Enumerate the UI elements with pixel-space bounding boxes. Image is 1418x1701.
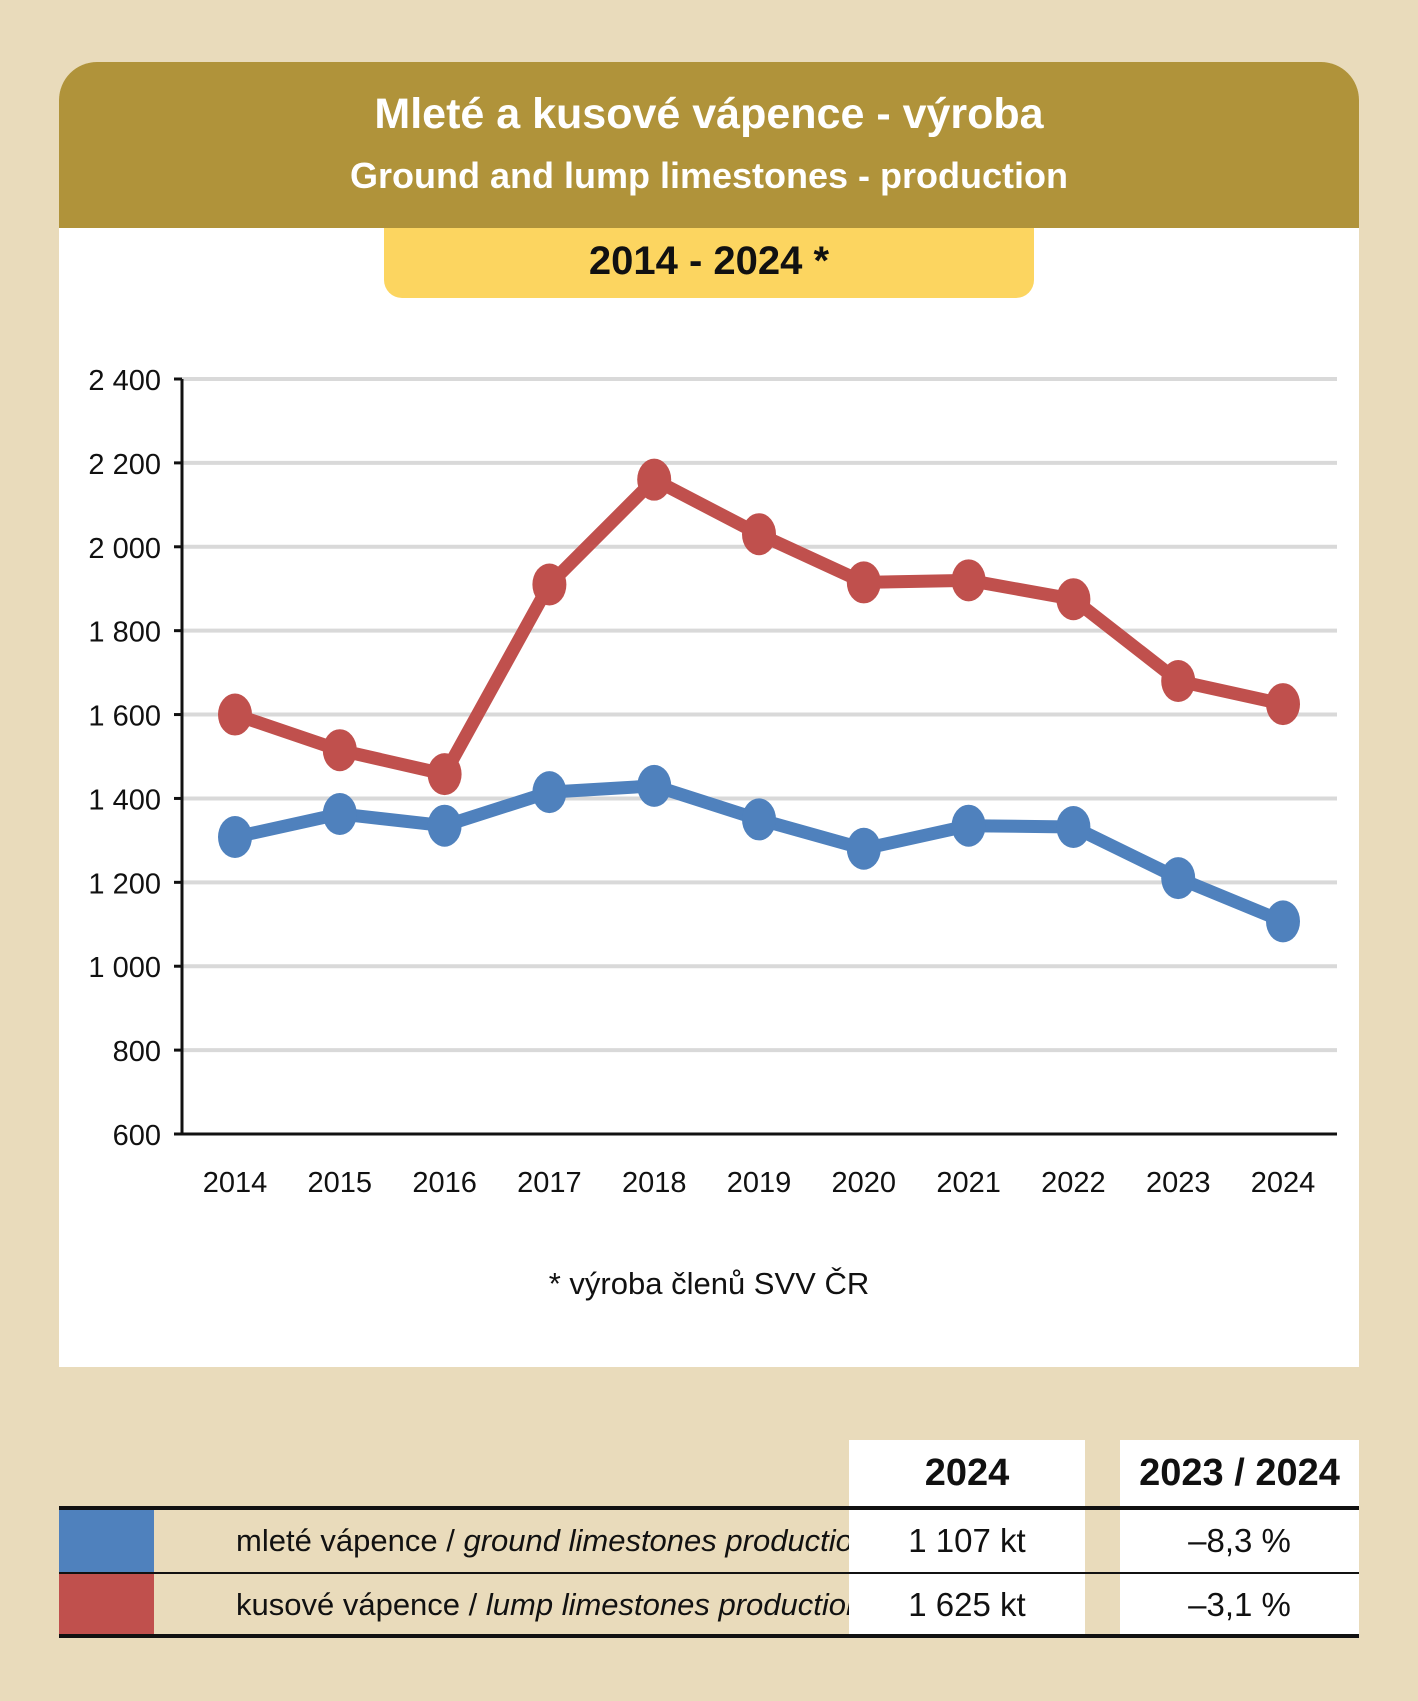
y-tick-label: 2 200 <box>88 449 161 481</box>
data-point-lump <box>951 559 986 602</box>
chart-subtitle: Ground and lump limestones - production <box>350 155 1068 196</box>
data-point-lump <box>637 458 672 501</box>
y-tick-label: 1 200 <box>88 868 161 900</box>
period-badge: 2014 - 2024 * <box>384 228 1034 298</box>
row-value-ground: 1 107 kt <box>849 1510 1085 1572</box>
table-header-change: 2023 / 2024 <box>1120 1440 1359 1506</box>
chart-header: Mleté a kusové vápence - výroba Ground a… <box>59 62 1359 228</box>
row-label-ground: mleté vápence / ground limestones produc… <box>154 1510 908 1572</box>
y-tick-label: 2 000 <box>88 533 161 565</box>
x-tick-label: 2018 <box>622 1167 687 1199</box>
x-tick-label: 2016 <box>412 1167 477 1199</box>
y-tick-label: 1 800 <box>88 617 161 649</box>
data-point-ground <box>846 827 881 870</box>
y-tick-label: 1 400 <box>88 784 161 816</box>
data-point-ground <box>1056 805 1091 848</box>
y-tick-label: 600 <box>113 1120 161 1152</box>
y-tick-labels: 600 800 1 000 1 200 1 400 1 600 1 800 2 000 2 20… <box>88 365 161 1152</box>
table-row-ground: mleté vápence / ground limestones produc… <box>59 1510 1359 1572</box>
chart-title: Mleté a kusové vápence - výroba <box>374 90 1044 138</box>
data-point-ground <box>1266 900 1300 943</box>
data-point-ground <box>322 792 357 835</box>
legend-swatch-lump <box>59 1574 154 1636</box>
x-tick-label: 2015 <box>308 1167 373 1199</box>
data-point-ground <box>218 816 252 859</box>
axes <box>174 377 1337 1136</box>
line-chart: 600 800 1 000 1 200 1 400 1 600 1 800 2 000 2 20… <box>88 365 1337 1199</box>
data-point-lump <box>1056 578 1091 621</box>
data-point-lump <box>427 753 462 796</box>
data-point-lump <box>1266 683 1300 726</box>
x-tick-label: 2021 <box>936 1167 1001 1199</box>
footnote: * výroba členů SVV ČR <box>548 1266 870 1301</box>
table-mid-rule <box>59 1572 1359 1574</box>
y-tick-label: 1 000 <box>88 952 161 984</box>
x-tick-label: 2014 <box>203 1167 268 1199</box>
legend-swatch-ground <box>59 1510 154 1572</box>
data-point-lump <box>1161 660 1196 702</box>
table-header-year: 2024 <box>849 1440 1085 1506</box>
data-point-ground <box>742 798 776 841</box>
data-point-ground <box>951 804 986 847</box>
data-point-lump <box>846 561 881 604</box>
row-value-lump: 1 625 kt <box>849 1574 1085 1636</box>
data-point-ground <box>427 804 462 847</box>
data-point-ground <box>637 764 672 807</box>
data-point-lump <box>532 563 567 606</box>
y-tick-label: 2 400 <box>88 365 161 397</box>
row-label-lump: kusové vápence / lump limestones product… <box>154 1574 908 1636</box>
x-tick-label: 2017 <box>517 1167 582 1199</box>
y-tick-label: 800 <box>113 1036 161 1068</box>
y-tick-label: 1 600 <box>88 701 161 733</box>
gridlines <box>182 377 1337 1053</box>
row-change-ground: –8,3 % <box>1120 1510 1359 1572</box>
x-tick-label: 2023 <box>1146 1167 1211 1199</box>
data-point-ground <box>532 771 567 814</box>
x-tick-labels: 2014 2015 2016 2017 2018 2019 2020 2021 2022 2023… <box>203 1167 1316 1199</box>
x-tick-label: 2019 <box>727 1167 792 1199</box>
chart-card: Mleté a kusové vápence - výroba Ground a… <box>59 62 1359 1367</box>
data-point-lump <box>218 693 252 736</box>
x-tick-label: 2024 <box>1251 1167 1316 1199</box>
data-point-lump <box>322 729 357 772</box>
data-point-lump <box>742 513 776 556</box>
x-tick-label: 2022 <box>1041 1167 1106 1199</box>
row-change-lump: –3,1 % <box>1120 1574 1359 1636</box>
data-point-ground <box>1161 857 1196 900</box>
table-bottom-rule <box>59 1634 1359 1638</box>
series-lines <box>218 458 1300 943</box>
table-top-rule <box>59 1506 1359 1510</box>
x-tick-label: 2020 <box>832 1167 897 1199</box>
table-row-lump: kusové vápence / lump limestones product… <box>59 1574 1359 1636</box>
